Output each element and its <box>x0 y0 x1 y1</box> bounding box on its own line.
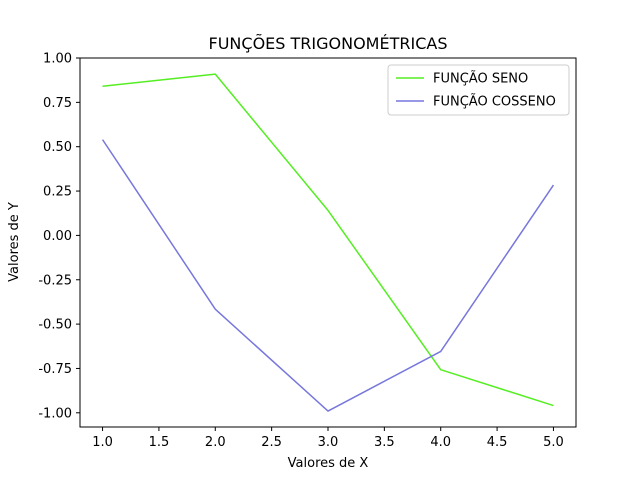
legend-label-1: FUNÇÃO SENO <box>433 71 528 87</box>
series-line-1 <box>102 73 554 407</box>
chart-title: FUNÇÕES TRIGONOMÉTRICAS <box>209 34 448 53</box>
x-tick-label: 5.0 <box>543 435 564 450</box>
y-tick-label: 0.75 <box>43 96 72 111</box>
legend-label-2: FUNÇÃO COSSENO <box>433 94 556 110</box>
x-axis-label: Valores de X <box>288 456 369 471</box>
x-tick-label: 1.5 <box>149 435 170 450</box>
y-tick-label: -0.25 <box>38 273 72 288</box>
x-tick-label: 2.0 <box>205 435 226 450</box>
series-layer <box>101 73 555 412</box>
x-axis-ticks: 1.0 1.5 2.0 2.5 3.0 3.5 4.0 4.5 5.0 <box>92 427 564 450</box>
series-line-2 <box>101 139 555 412</box>
legend: FUNÇÃO SENO FUNÇÃO COSSENO <box>387 64 570 116</box>
y-tick-label: 0.50 <box>43 140 72 155</box>
y-axis-label: Valores de Y <box>7 202 22 282</box>
x-tick-label: 2.5 <box>261 435 282 450</box>
y-tick-label: -1.00 <box>38 406 72 421</box>
y-tick-label: -0.75 <box>38 362 72 377</box>
x-tick-label: 3.0 <box>318 435 339 450</box>
y-axis-ticks: 1.00 0.75 0.50 0.25 0.00 -0.25 -0.50 -0.75 -1.00 <box>38 52 80 421</box>
x-tick-label: 1.0 <box>92 435 113 450</box>
y-tick-label: 1.00 <box>43 52 72 67</box>
x-tick-label: 3.5 <box>374 435 395 450</box>
y-tick-label: -0.50 <box>38 318 72 333</box>
y-tick-label: 0.25 <box>43 185 72 200</box>
legend-box <box>387 64 570 116</box>
plot-area <box>79 57 577 428</box>
x-tick-label: 4.5 <box>487 435 508 450</box>
y-tick-label: 0.00 <box>43 229 72 244</box>
x-tick-label: 4.0 <box>430 435 451 450</box>
